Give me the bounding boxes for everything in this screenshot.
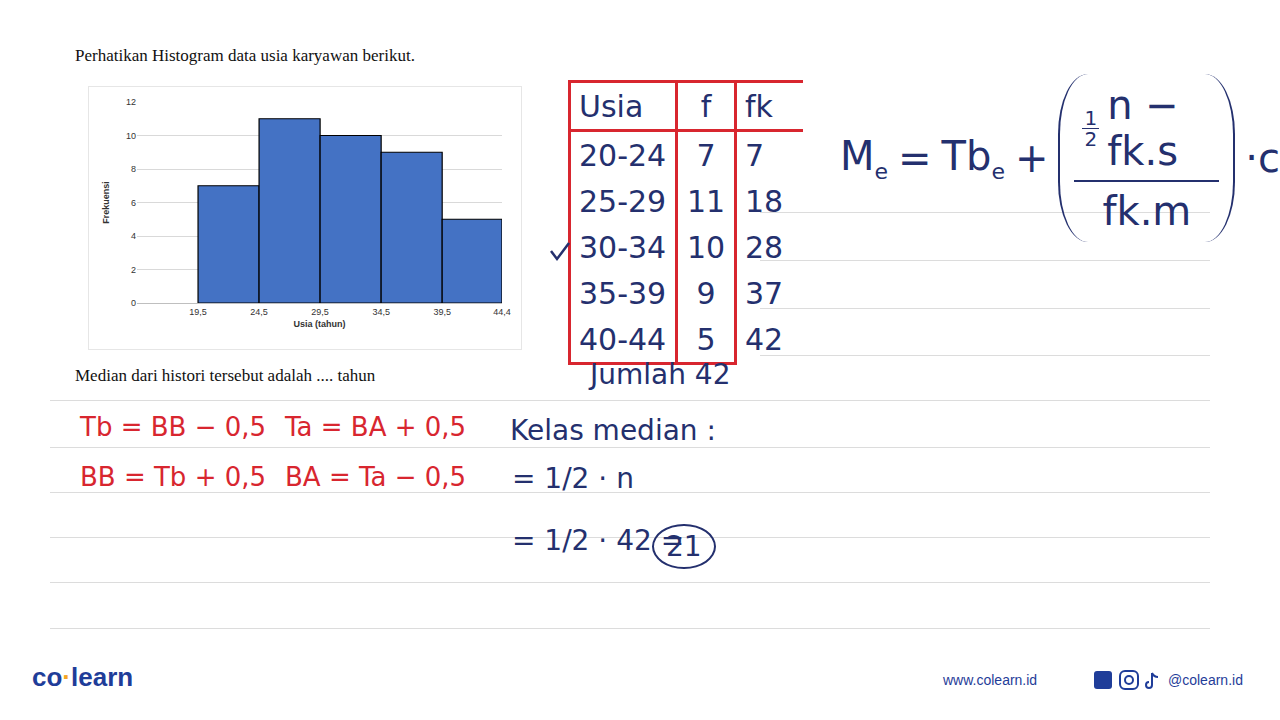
svg-text:29,5: 29,5	[311, 307, 329, 317]
html-text:5: 5	[696, 321, 716, 357]
svg-text:4: 4	[131, 231, 136, 241]
svg-text:Usia (tahun): Usia (tahun)	[293, 319, 345, 329]
html-text:1: 1	[1084, 105, 1098, 130]
html-text:@colearn.id: @colearn.id	[1168, 672, 1243, 688]
svg-text:44,4: 44,4	[493, 307, 511, 317]
html-text:www.colearn.id: www.colearn.id	[943, 672, 1038, 688]
svg-text:34,5: 34,5	[372, 307, 390, 317]
html-text:20-24: 20-24	[579, 137, 667, 173]
html-text:42: 42	[745, 322, 784, 358]
html-text:fk.m: fk.m	[1102, 188, 1192, 234]
html-text:Median dari histori tersebut a: Median dari histori tersebut adalah ....…	[75, 366, 376, 385]
html-text:·c: ·c	[1245, 135, 1280, 181]
html-text:25-29: 25-29	[579, 183, 667, 219]
html-text:n − fk.s: n − fk.s	[1107, 82, 1179, 174]
html-text:28: 28	[745, 229, 784, 265]
svg-text:6: 6	[131, 198, 136, 208]
html-text:co · learn: co · learn	[32, 662, 134, 692]
html-text:Tb = BB − 0,5: Tb = BB − 0,5	[80, 412, 266, 442]
html-text:Ta = BA + 0,5: Ta = BA + 0,5	[285, 412, 467, 442]
html-text:7: 7	[745, 137, 765, 173]
html-text:35-39: 35-39	[579, 275, 667, 311]
html-text:Kelas median :: Kelas median :	[510, 414, 716, 447]
svg-text:19,5: 19,5	[189, 307, 207, 317]
html-text:7: 7	[696, 137, 716, 173]
svg-text:39,5: 39,5	[433, 307, 451, 317]
html-text:11: 11	[686, 183, 726, 219]
html-text:BB = Tb + 0,5: BB = Tb + 0,5	[80, 462, 266, 492]
html-text:BA = Ta − 0,5: BA = Ta − 0,5	[285, 462, 467, 492]
html-text:10: 10	[686, 229, 726, 265]
svg-text:24,5: 24,5	[250, 307, 268, 317]
html-text:30-34: 30-34	[579, 229, 667, 265]
html-text:21: 21	[666, 530, 702, 563]
html-text:9: 9	[696, 275, 716, 311]
html-text:Perhatikan Histogram data usia: Perhatikan Histogram data usia karyawan …	[75, 46, 415, 65]
html-text:40-44: 40-44	[579, 321, 667, 357]
svg-text:0: 0	[131, 298, 136, 308]
html-text:Usia: Usia	[579, 88, 644, 124]
html-text:18: 18	[745, 183, 784, 219]
svg-text:2: 2	[131, 265, 136, 275]
svg-text:12: 12	[126, 97, 136, 107]
svg-text:Frekuensi: Frekuensi	[101, 181, 111, 224]
svg-text:10: 10	[126, 131, 136, 141]
html-text:= 1/2 · 42 =: = 1/2 · 42 =	[512, 524, 685, 557]
html-text:= 1/2 · n: = 1/2 · n	[512, 462, 634, 495]
html-text:Jumlah 42: Jumlah 42	[590, 358, 731, 391]
svg-text:8: 8	[131, 164, 136, 174]
html-text:Me = Tbe +: Me = Tbe +	[840, 132, 1049, 184]
html-text:fk: fk	[745, 88, 773, 124]
html-text:2: 2	[1084, 126, 1098, 151]
html-text:37: 37	[745, 275, 784, 311]
html-text:f: f	[700, 88, 712, 124]
